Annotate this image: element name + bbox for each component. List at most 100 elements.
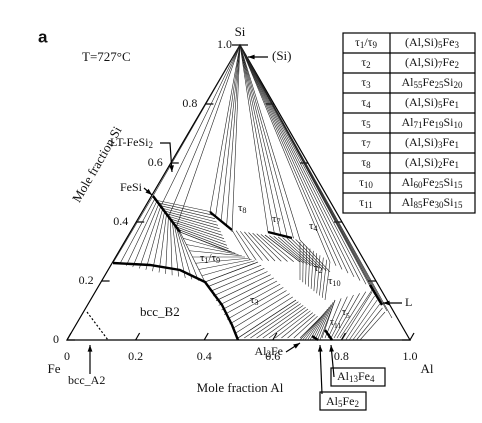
table-cell: τ1/τ9 (355, 35, 377, 50)
tie-line (244, 231, 269, 261)
text-run: Si (443, 75, 454, 89)
text-run: 8 (366, 160, 371, 170)
text-run: 2 (267, 349, 272, 359)
tie-line (345, 295, 375, 341)
tie-line (220, 44, 241, 223)
phase-boundary (152, 195, 181, 233)
tie-line (239, 44, 343, 270)
arrowhead (383, 300, 390, 306)
arrowhead (145, 188, 152, 195)
text-run: 5 (438, 40, 443, 50)
tie-line (235, 296, 293, 334)
si-tick-label: 0.2 (79, 273, 94, 287)
tie-line (215, 44, 241, 218)
tie-line (203, 332, 209, 341)
tie-line (160, 44, 241, 207)
text-run: τ (309, 220, 314, 232)
text-run: 4 (366, 100, 371, 110)
tie-line (235, 230, 257, 261)
text-run: 7 (438, 60, 443, 70)
tie-line (239, 44, 331, 263)
tie-line (152, 211, 165, 272)
vertex-al: Al (421, 361, 434, 376)
tie-line (309, 308, 328, 341)
phase-label: bcc_B2 (140, 304, 180, 319)
text-run: Fe (443, 135, 455, 149)
tie-line (161, 207, 217, 223)
text-run: 3 (254, 298, 258, 307)
text-run: 19 (434, 120, 444, 130)
text-run: 10 (364, 180, 374, 190)
tie-line (277, 236, 312, 266)
text-run: 5 (338, 399, 343, 409)
tie-line (239, 44, 288, 237)
tie-line (319, 257, 324, 296)
text-run: 5 (366, 120, 371, 130)
label-box (319, 391, 367, 411)
table-cell: τ4 (361, 95, 371, 110)
tie-line (226, 44, 241, 228)
tie-line (198, 259, 252, 270)
tie-line (204, 261, 259, 283)
phase-label: (Si) (272, 48, 292, 63)
text-run: τ (330, 317, 334, 328)
phase-label: Al2Fe (255, 344, 284, 359)
table-cell: (Al,Si)3Fe1 (405, 135, 459, 150)
tie-line (336, 291, 367, 339)
tie-line (175, 226, 193, 280)
tie-line (179, 231, 233, 253)
phase-label: τ5 (342, 307, 350, 319)
si-tick-label: 0.4 (113, 214, 128, 228)
text-run: 10 (332, 279, 340, 288)
tie-line (272, 332, 278, 341)
tie-line (239, 44, 367, 285)
tie-line (210, 268, 265, 292)
text-run: 11 (364, 200, 373, 210)
temperature: T=727°C (82, 49, 131, 64)
arrowhead (317, 345, 323, 352)
tie-line (286, 237, 319, 269)
text-run: Fe (358, 369, 370, 383)
text-run: 85 (413, 200, 423, 210)
diagram-lines (65, 43, 415, 411)
text-run: 9 (372, 40, 377, 50)
text-run: Al (337, 369, 350, 383)
text-run: /τ (209, 252, 217, 264)
tie-line (177, 229, 229, 249)
table-cell: τ11 (359, 195, 373, 210)
tie-line (260, 234, 294, 262)
text-run: τ (361, 155, 366, 169)
tie-line (165, 216, 169, 274)
text-run: τ (361, 75, 366, 89)
phase-label: τ2 (314, 262, 323, 275)
tie-line (293, 315, 318, 339)
tie-line (341, 291, 373, 341)
text-run: τ (272, 213, 277, 225)
table-cell: (Al,Si)5Fe3 (405, 35, 460, 50)
tie-line (307, 311, 326, 341)
table-cell: τ7 (361, 135, 371, 150)
leader (160, 142, 173, 173)
tie-line (330, 294, 354, 339)
tie-line (152, 44, 241, 197)
text-run: τ (361, 95, 366, 109)
table-cell: (Al,Si)5Fe1 (405, 95, 459, 110)
tie-line (165, 213, 220, 229)
tie-line (256, 305, 304, 339)
arrowhead (293, 343, 300, 349)
label-box (330, 367, 386, 387)
text-run: (Al,Si) (405, 55, 438, 69)
tie-line (327, 296, 348, 339)
text-run: Fe (271, 344, 283, 358)
tie-line (273, 236, 308, 265)
tie-line (157, 202, 214, 216)
phase-label: τ8 (238, 202, 247, 215)
tie-line (239, 44, 355, 277)
tie-line (324, 261, 331, 301)
tie-line (316, 255, 321, 294)
text-run: Al (401, 75, 414, 89)
text-run: Fe (422, 195, 434, 209)
tie-line (314, 304, 332, 341)
text-run: 25 (434, 80, 444, 90)
